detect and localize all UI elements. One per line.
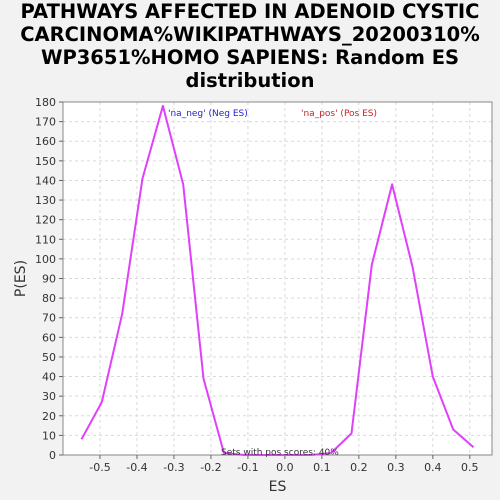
legend: 'na_neg' (Neg ES) 'na_pos' (Pos ES) bbox=[168, 109, 377, 119]
x-tick-label: 0.1 bbox=[313, 461, 331, 474]
y-tick-label: 50 bbox=[42, 351, 56, 364]
chart-title-line-3: WP3651%HOMO SAPIENS: Random ES bbox=[40, 46, 460, 69]
x-tick-label: 0.0 bbox=[276, 461, 294, 474]
y-tick-label: 170 bbox=[35, 116, 56, 129]
y-tick-label: 120 bbox=[35, 214, 56, 227]
pos-scores-annotation: Sets with pos scores: 40% bbox=[221, 448, 339, 458]
x-tick-label: -0.1 bbox=[237, 461, 258, 474]
y-tick-label: 30 bbox=[42, 390, 56, 403]
chart-title-line-4: distribution bbox=[185, 69, 315, 92]
grid-lines bbox=[63, 101, 492, 456]
chart-title-line-1: PATHWAYS AFFECTED IN ADENOID CYSTIC bbox=[20, 0, 480, 23]
y-tick-label: 130 bbox=[35, 194, 56, 207]
series-layer bbox=[80, 104, 475, 456]
y-tick-label: 20 bbox=[42, 410, 56, 423]
chart-title: PATHWAYS AFFECTED IN ADENOID CYSTIC CARC… bbox=[0, 0, 500, 92]
x-tick-label: -0.5 bbox=[89, 461, 110, 474]
y-tick-label: 40 bbox=[42, 371, 56, 384]
y-tick-label: 160 bbox=[35, 135, 56, 148]
x-axis-label: ES bbox=[269, 479, 287, 495]
legend-item-neg: 'na_neg' (Neg ES) bbox=[168, 109, 248, 119]
legend-item-pos: 'na_pos' (Pos ES) bbox=[301, 109, 377, 119]
x-tick-label: 0.5 bbox=[461, 461, 479, 474]
series-line bbox=[80, 104, 475, 456]
y-tick-label: 100 bbox=[35, 253, 56, 266]
x-tick-label: 0.4 bbox=[424, 461, 442, 474]
y-tick-label: 180 bbox=[35, 96, 56, 109]
y-tick-label: 110 bbox=[35, 233, 56, 246]
x-tick-label: -0.2 bbox=[200, 461, 221, 474]
x-tick-label: 0.2 bbox=[350, 461, 368, 474]
x-tick-label: -0.4 bbox=[126, 461, 147, 474]
y-tick-label: 150 bbox=[35, 155, 56, 168]
x-tick-label: -0.3 bbox=[163, 461, 184, 474]
y-tick-label: 140 bbox=[35, 174, 56, 187]
y-tick-label: 10 bbox=[42, 429, 56, 442]
plot-area bbox=[63, 102, 492, 455]
y-tick-label: 80 bbox=[42, 292, 56, 305]
chart-title-line-2: CARCINOMA%WIKIPATHWAYS_20200310% bbox=[20, 23, 480, 46]
x-tick-label: 0.3 bbox=[387, 461, 405, 474]
y-tick-label: 60 bbox=[42, 331, 56, 344]
y-tick-label: 0 bbox=[49, 449, 56, 462]
y-tick-label: 90 bbox=[42, 273, 56, 286]
y-tick-label: 70 bbox=[42, 312, 56, 325]
tick-labels: 0 10 20 30 40 50 60 70 80 90 100 110 120 130 140 150 160… bbox=[35, 96, 479, 474]
y-axis-label: P(ES) bbox=[13, 260, 29, 297]
